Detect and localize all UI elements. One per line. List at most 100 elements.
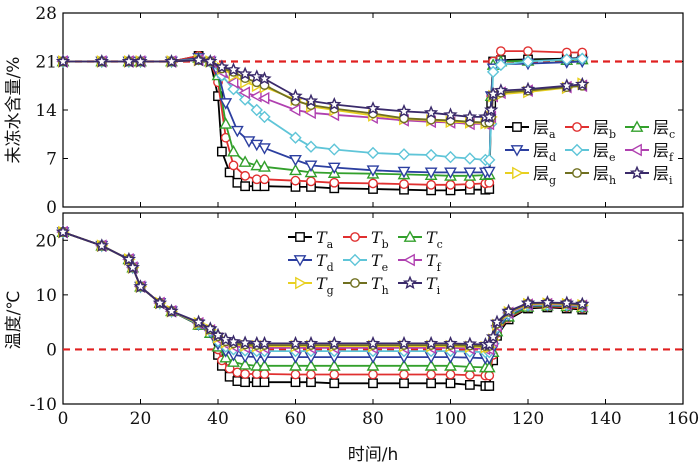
legend-label: 层i	[653, 164, 673, 187]
data-point	[290, 175, 301, 186]
data-point	[501, 303, 516, 318]
legend-marker	[350, 278, 360, 288]
data-point	[366, 359, 380, 371]
legend-label-main: T	[371, 251, 383, 270]
data-point	[288, 88, 303, 103]
legend-item: Th	[343, 274, 389, 297]
x-tick-label: 140	[589, 409, 621, 429]
lower-y-axis-label: 温度/℃	[4, 291, 24, 350]
data-point	[444, 167, 457, 180]
data-point	[240, 170, 251, 181]
data-point	[464, 179, 475, 190]
data-point	[219, 98, 233, 110]
legend-item: 层d	[505, 141, 556, 164]
x-tick-label: 160	[667, 409, 699, 429]
legend-label: 层e	[593, 141, 616, 164]
legend-label-main: T	[316, 274, 328, 293]
legend-item: 层a	[505, 118, 556, 141]
legend-item: Ti	[398, 274, 441, 297]
data-point	[133, 279, 148, 293]
series-层-e	[56, 52, 589, 167]
legend-marker	[295, 276, 307, 290]
data-point	[238, 155, 252, 167]
legend-label-main: T	[371, 274, 383, 293]
legend-label: Tb	[371, 228, 389, 251]
legend-label-main: 层	[653, 164, 669, 183]
data-point	[426, 369, 437, 380]
legend-label-main: 层	[593, 164, 609, 183]
data-point	[216, 146, 227, 157]
data-point	[259, 369, 270, 379]
legend-item: Tf	[398, 251, 442, 274]
data-point	[444, 150, 457, 164]
data-point	[365, 335, 381, 350]
legend-label-main: 层	[533, 118, 549, 137]
legend-label: 层h	[593, 164, 616, 187]
data-point	[397, 359, 411, 371]
data-point	[259, 174, 270, 185]
legend-item: Td	[288, 251, 334, 274]
legend-item: 层e	[565, 141, 616, 164]
data-point	[329, 369, 340, 380]
data-point	[396, 103, 412, 118]
data-point	[424, 148, 438, 162]
legend-label-subscript: g	[549, 174, 556, 187]
data-point	[396, 335, 412, 350]
data-point	[368, 378, 378, 389]
data-point	[523, 46, 533, 57]
data-point	[228, 160, 239, 171]
data-point	[444, 359, 457, 371]
data-point	[240, 181, 251, 192]
legend-item: 层h	[565, 164, 616, 187]
data-point	[445, 369, 456, 380]
data-point	[329, 177, 340, 188]
data-point	[258, 160, 271, 172]
data-point	[494, 58, 508, 72]
data-point	[397, 148, 411, 161]
legend-item: Tg	[288, 274, 334, 297]
legend-label-main: T	[426, 251, 438, 270]
legend-label: 层f	[653, 141, 674, 164]
legend-item: Ta	[288, 228, 334, 251]
legend-label-subscript: a	[327, 238, 334, 251]
legend-marker	[350, 232, 360, 242]
data-point	[482, 337, 497, 351]
legend-label-main: 层	[533, 141, 549, 160]
data-point	[257, 91, 270, 105]
legend-marker	[630, 143, 642, 157]
data-point	[368, 369, 378, 380]
legend-label: 层g	[533, 164, 556, 187]
legend-label-main: T	[316, 228, 328, 247]
data-point	[306, 176, 316, 187]
data-point	[257, 71, 272, 85]
data-point	[540, 294, 555, 309]
data-point	[237, 66, 253, 81]
legend-marker	[403, 230, 417, 242]
data-point	[485, 86, 501, 101]
legend-label: 层a	[533, 118, 556, 141]
data-point	[482, 109, 497, 123]
data-point	[484, 102, 499, 117]
data-point	[226, 75, 239, 89]
data-point	[484, 370, 495, 381]
legend-label-subscript: b	[609, 128, 616, 141]
data-point	[238, 86, 251, 100]
legend-label-main: T	[371, 228, 383, 247]
data-point	[214, 59, 230, 74]
y-tick-label: 20	[35, 231, 57, 251]
legend-item: Te	[343, 251, 388, 274]
data-point	[575, 76, 590, 91]
data-point	[397, 166, 411, 179]
data-point	[55, 224, 71, 239]
data-point	[328, 143, 341, 156]
legend-item: 层g	[505, 164, 556, 187]
y-tick-label: 10	[35, 286, 57, 306]
legend-marker	[403, 253, 415, 267]
legend-marker	[629, 165, 645, 180]
series-line	[63, 57, 583, 174]
data-point	[240, 369, 251, 379]
data-point	[237, 335, 253, 350]
data-point	[463, 360, 477, 372]
legend-marker	[572, 122, 582, 132]
